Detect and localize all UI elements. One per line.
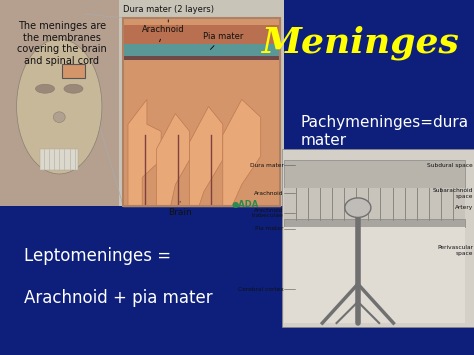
Polygon shape [156,114,190,206]
Bar [123,44,280,57]
Bar [123,18,280,206]
Bar [284,188,465,220]
Text: ●ADA: ●ADA [231,200,258,209]
Text: Arachnoid: Arachnoid [254,191,283,196]
Bar [284,219,465,227]
Text: The meninges are
the membranes
covering the brain
and spinal cord: The meninges are the membranes covering … [17,21,107,66]
Text: Dura mater: Dura mater [250,163,283,168]
Text: Artery: Artery [455,205,473,210]
Bar [62,64,85,78]
Bar [123,25,280,46]
Ellipse shape [36,84,55,93]
Text: Arachnoid: Arachnoid [142,25,185,42]
Text: Perivascular
space: Perivascular space [437,245,473,256]
Bar [0,0,118,206]
Text: Dura mater (2 layers): Dura mater (2 layers) [123,5,214,22]
Polygon shape [190,106,223,206]
Bar [123,18,280,206]
Text: Cerebral cortex: Cerebral cortex [237,287,283,292]
Bar [123,56,280,60]
Text: Brain: Brain [168,202,192,217]
Bar [284,227,465,323]
Text: Pia mater: Pia mater [202,32,243,49]
Text: Meninges: Meninges [261,25,459,60]
Ellipse shape [64,84,83,93]
Text: Leptomeninges =: Leptomeninges = [24,247,171,264]
Text: Arachnoid
trabeculae: Arachnoid trabeculae [252,208,283,218]
Text: Arachnoid + pia mater: Arachnoid + pia mater [24,289,212,307]
Polygon shape [128,99,161,206]
Bar [284,160,465,188]
Bar [0,0,284,206]
Ellipse shape [53,112,65,122]
Text: Subdural space: Subdural space [427,163,473,168]
Bar [282,149,474,327]
Polygon shape [223,99,261,206]
Text: Pachymeninges=dura
mater: Pachymeninges=dura mater [301,115,469,148]
Bar [40,149,78,170]
Text: Pia mater: Pia mater [255,226,283,231]
Ellipse shape [17,39,102,174]
Text: Subarachnoid
space: Subarachnoid space [433,188,473,199]
Ellipse shape [345,198,371,217]
